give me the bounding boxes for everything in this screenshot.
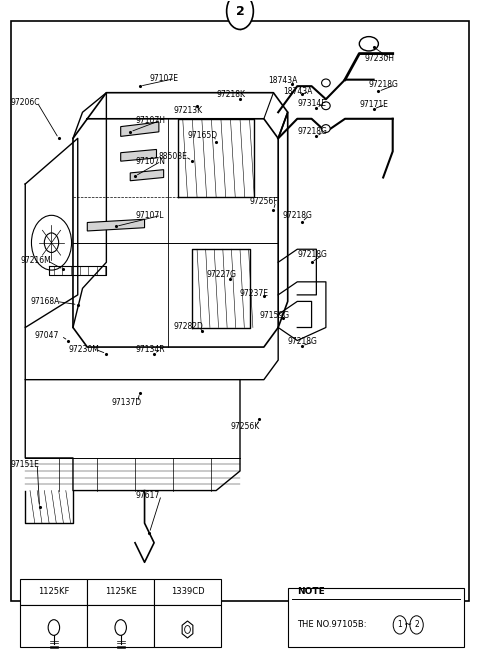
Circle shape [115, 620, 126, 635]
Text: 97256K: 97256K [230, 422, 260, 431]
Text: 97134R: 97134R [135, 345, 165, 354]
FancyBboxPatch shape [21, 605, 87, 647]
Text: 97107E: 97107E [149, 74, 179, 83]
Text: THE NO.97105B:: THE NO.97105B: [297, 620, 367, 629]
Text: 97237E: 97237E [240, 289, 269, 298]
Text: 97171E: 97171E [360, 100, 388, 109]
FancyBboxPatch shape [154, 578, 221, 605]
Text: 1125KF: 1125KF [38, 587, 70, 596]
Text: 97151E: 97151E [11, 460, 40, 469]
Text: 97107L: 97107L [135, 211, 164, 220]
Text: 97218G: 97218G [288, 337, 318, 346]
Text: 2: 2 [236, 5, 244, 18]
Text: 18743A: 18743A [283, 87, 312, 96]
Text: 97218G: 97218G [297, 127, 327, 136]
Text: 1339CD: 1339CD [171, 587, 204, 596]
Text: 1125KE: 1125KE [105, 587, 137, 596]
Polygon shape [87, 219, 144, 231]
Polygon shape [120, 149, 156, 161]
Text: NOTE: NOTE [297, 588, 325, 596]
Text: 1: 1 [397, 620, 402, 629]
Circle shape [48, 620, 60, 635]
Text: 97230M: 97230M [68, 345, 99, 354]
FancyBboxPatch shape [87, 578, 154, 605]
Text: 97137D: 97137D [111, 398, 141, 407]
FancyBboxPatch shape [11, 21, 469, 601]
Polygon shape [120, 122, 159, 136]
Text: 97256F: 97256F [250, 197, 278, 206]
Text: 97230H: 97230H [364, 54, 394, 64]
FancyBboxPatch shape [87, 605, 154, 647]
Text: 97282D: 97282D [173, 322, 203, 331]
FancyBboxPatch shape [21, 578, 87, 605]
Text: 97206C: 97206C [11, 98, 40, 107]
Text: 97218G: 97218G [297, 250, 327, 259]
Ellipse shape [322, 124, 330, 132]
Text: 97218K: 97218K [216, 90, 245, 98]
Circle shape [185, 626, 191, 633]
Text: 97107N: 97107N [135, 157, 165, 166]
Circle shape [393, 616, 407, 634]
FancyBboxPatch shape [154, 605, 221, 647]
Text: 97168A: 97168A [30, 297, 60, 306]
Text: 97314E: 97314E [297, 100, 326, 108]
Text: 2: 2 [414, 620, 419, 629]
Text: ~: ~ [404, 620, 412, 630]
Text: 97216M: 97216M [21, 256, 51, 265]
Text: 97213K: 97213K [173, 107, 202, 115]
Text: 97227G: 97227G [206, 269, 237, 278]
Circle shape [32, 215, 72, 270]
Text: 18743A: 18743A [269, 77, 298, 85]
Text: 97165D: 97165D [188, 130, 217, 140]
Text: 97159G: 97159G [259, 311, 289, 320]
Text: 97047: 97047 [35, 331, 59, 341]
Circle shape [227, 0, 253, 29]
Text: 97218G: 97218G [283, 211, 313, 220]
Text: 97617: 97617 [135, 491, 159, 500]
Circle shape [410, 616, 423, 634]
Text: 97218G: 97218G [369, 81, 399, 89]
Text: 88503E: 88503E [159, 152, 188, 161]
Ellipse shape [322, 79, 330, 87]
Circle shape [44, 233, 59, 252]
Text: 97107H: 97107H [135, 115, 165, 124]
Ellipse shape [322, 102, 330, 109]
FancyBboxPatch shape [288, 588, 464, 647]
Ellipse shape [360, 37, 378, 51]
Polygon shape [130, 170, 164, 181]
